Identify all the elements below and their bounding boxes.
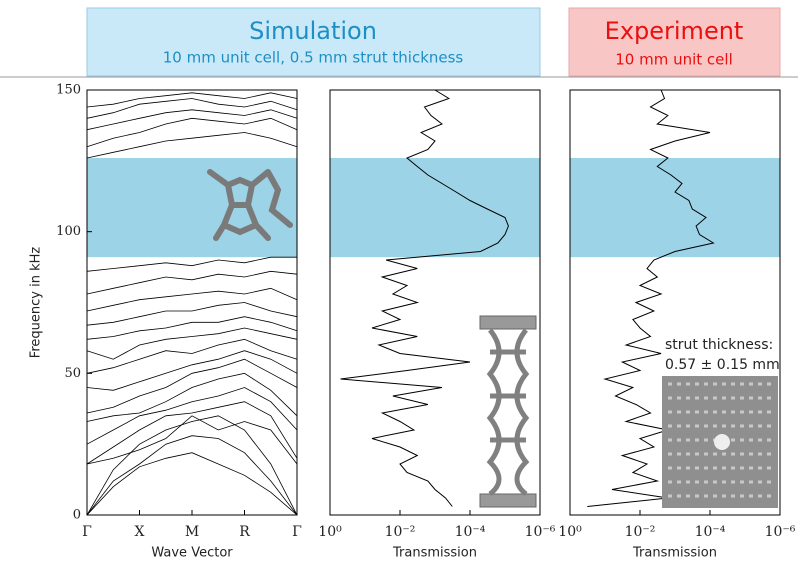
band-line [87, 257, 297, 271]
x-tick-label: 10⁻⁶ [525, 524, 556, 540]
simulation-subtitle: 10 mm unit cell, 0.5 mm strut thickness [163, 49, 464, 67]
y-tick-label: 150 [56, 83, 81, 98]
x-axis-label: Transmission [392, 546, 477, 561]
band-line [87, 99, 297, 119]
y-tick-label: 50 [64, 366, 81, 381]
experiment-title: Experiment [605, 17, 744, 45]
sample-inset [480, 316, 536, 507]
annotation: 0.57 ± 0.15 mm [665, 357, 780, 373]
x-axis-label: Transmission [632, 546, 717, 561]
band-line [87, 271, 297, 294]
y-tick-label: 100 [56, 224, 81, 239]
x-tick-label: Γ [292, 524, 302, 540]
band-line [87, 373, 297, 421]
y-axis-label: Frequency in kHz [29, 247, 44, 359]
annotation: strut thickness: [665, 337, 773, 353]
transmission-line [341, 90, 509, 507]
x-axis-label: Wave Vector [151, 546, 233, 561]
band-line [87, 436, 297, 515]
x-tick-label: R [239, 524, 250, 540]
x-tick-label: X [135, 524, 145, 540]
band-line [87, 288, 297, 311]
x-tick-label: 10⁰ [558, 524, 582, 540]
simulation-title: Simulation [249, 17, 377, 45]
band-gap [330, 158, 540, 257]
band-line [87, 303, 297, 326]
plot-frame [330, 90, 540, 515]
figure: Simulation 10 mm unit cell, 0.5 mm strut… [0, 0, 798, 563]
band-line [87, 359, 297, 413]
y-tick-label: 0 [73, 508, 81, 523]
x-tick-label: M [185, 524, 199, 540]
band-gap [570, 158, 780, 257]
band-line [87, 416, 297, 515]
x-tick-label: Γ [82, 524, 92, 540]
band-line [87, 328, 297, 359]
photo-inset [662, 376, 778, 508]
band-line [87, 317, 297, 340]
experiment-subtitle: 10 mm unit cell [615, 51, 733, 69]
x-tick-label: 10⁻⁴ [455, 524, 486, 540]
band-line [87, 93, 297, 107]
x-tick-label: 10⁰ [318, 524, 342, 540]
x-tick-label: 10⁻⁴ [695, 524, 726, 540]
x-tick-label: 10⁻⁶ [765, 524, 796, 540]
x-tick-label: 10⁻² [625, 524, 656, 540]
band-line [87, 133, 297, 159]
band-line [87, 453, 297, 515]
x-tick-label: 10⁻² [385, 524, 416, 540]
plot-frame [87, 90, 297, 515]
band-line [87, 402, 297, 464]
